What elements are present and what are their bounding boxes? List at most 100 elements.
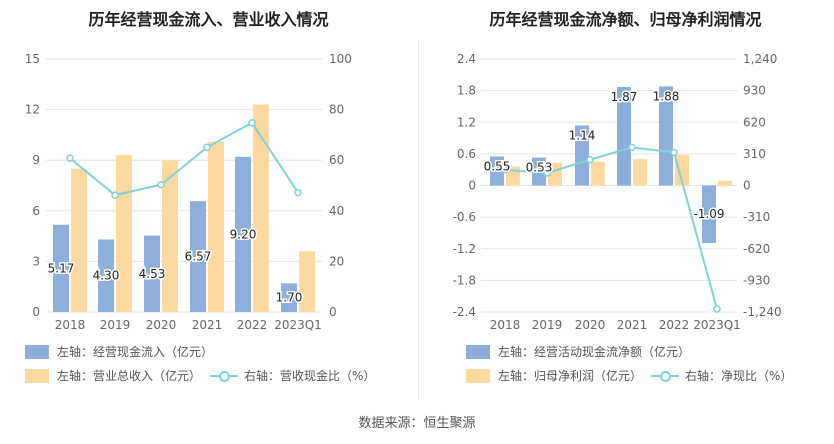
x-axis-tick-label: 2018 — [55, 318, 86, 332]
bar-net-profit — [633, 159, 647, 186]
bar-net-profit — [675, 154, 689, 186]
right-axis-tick-label: 80 — [329, 103, 344, 117]
bar-data-label: 0.53 — [526, 161, 553, 175]
legend-revenue-cash-ratio: 右轴：营收现金比（%） — [210, 367, 375, 384]
bar-data-label: 1.14 — [569, 128, 596, 142]
left-axis-tick-label: 6 — [32, 204, 40, 218]
x-axis-tick-label: 2018 — [490, 318, 521, 332]
left-chart-title: 历年经营现金流入、营业收入情况 — [88, 10, 329, 29]
bar-revenue — [116, 155, 132, 312]
x-axis-tick-label: 2022 — [237, 318, 268, 332]
right-axis-tick-label: 20 — [329, 254, 344, 268]
legend-swatch-blue — [25, 344, 49, 359]
bar-cash-inflow — [98, 239, 114, 312]
legend-swatch-blue — [466, 344, 490, 359]
right-axis-tick-label: 620 — [743, 115, 766, 129]
legend-revenue: 左轴：营业总收入（亿元） — [25, 367, 201, 384]
left-axis-tick-label: 0 — [468, 179, 476, 193]
left-axis-tick-label: 0 — [32, 305, 40, 319]
bar-data-label: 1.70 — [276, 291, 303, 305]
line-point — [586, 155, 594, 164]
line-point — [294, 188, 302, 197]
bar-net-cash-flow — [575, 125, 589, 186]
right-axis-tick-label: 100 — [329, 52, 352, 66]
x-axis-tick-label: 2023Q1 — [274, 318, 322, 332]
bar-revenue — [71, 168, 87, 312]
data-source: 数据来源：恒生聚源 — [358, 416, 476, 431]
line-point — [501, 166, 509, 174]
right-chart-title: 历年经营现金流净额、归母净利润情况 — [489, 10, 762, 29]
line-point — [543, 169, 551, 177]
bar-net-cash-flow — [617, 86, 631, 186]
legend-net-cash-flow: 左轴：经营活动现金流净额（亿元） — [466, 343, 690, 360]
bar-data-label: 5.17 — [48, 261, 75, 275]
left-axis-tick-label: 1.2 — [457, 115, 476, 129]
x-axis-tick-label: 2020 — [146, 318, 177, 332]
legend-cash-inflow: 左轴：经营现金流入（亿元） — [25, 343, 213, 360]
bar-revenue — [299, 251, 315, 312]
bar-cash-inflow — [144, 235, 160, 312]
x-axis-tick-label: 2021 — [192, 318, 223, 332]
bar-cash-inflow — [190, 201, 206, 312]
x-axis-tick-label: 2021 — [617, 318, 648, 332]
legend-label: 左轴：营业总收入（亿元） — [57, 369, 202, 383]
bar-net-profit — [591, 161, 605, 186]
bar-data-label: 4.53 — [139, 267, 166, 281]
legend-line-marker-icon — [651, 369, 679, 383]
bar-net-cash-flow — [659, 86, 673, 186]
line-point — [203, 143, 211, 152]
bar-revenue — [208, 141, 224, 312]
left-axis-tick-label: -1.2 — [453, 242, 476, 256]
bar-data-label: -1.09 — [693, 207, 724, 221]
left-axis-tick-label: 9 — [32, 153, 40, 167]
bar-data-label: 1.88 — [653, 89, 680, 103]
legend-swatch-orange — [466, 368, 490, 383]
bar-net-cash-flow — [490, 156, 504, 186]
right-axis-tick-label: -930 — [743, 273, 770, 287]
bar-cash-inflow — [235, 156, 251, 312]
right-axis-tick-label: 0 — [329, 305, 337, 319]
left-chart: 15 100 12 80 9 60 6 40 3 20 0 0 2018 2019 2020 2021 2022… — [25, 52, 352, 332]
left-axis-tick-label: 15 — [25, 52, 40, 66]
right-axis-tick-label: 310 — [743, 147, 766, 161]
bar-cash-inflow — [281, 283, 297, 312]
right-axis-tick-label: 40 — [329, 204, 344, 218]
x-axis-tick-label: 2022 — [659, 318, 690, 332]
left-axis-tick-label: 0.6 — [457, 147, 476, 161]
bar-data-label: 6.57 — [185, 250, 212, 264]
line-point — [670, 148, 678, 157]
bar-data-label: 4.30 — [93, 269, 120, 283]
line-point — [248, 119, 256, 127]
x-axis-tick-label: 2019 — [100, 318, 131, 332]
right-axis-tick-label: 0 — [743, 179, 751, 193]
panel-divider — [418, 40, 419, 400]
legend-label: 右轴：净现比（%） — [685, 369, 793, 383]
bar-revenue — [253, 104, 269, 312]
left-axis-tick-label: -2.4 — [453, 305, 476, 319]
bar-cash-inflow — [53, 224, 69, 312]
legend-label: 左轴：经营现金流入（亿元） — [57, 345, 214, 359]
x-axis-tick-label: 2020 — [575, 318, 606, 332]
legend-label: 左轴：归母净利润（亿元） — [498, 369, 643, 383]
bar-data-label: 0.55 — [484, 160, 511, 174]
legend-net-profit: 左轴：归母净利润（亿元） — [466, 367, 642, 384]
bar-data-label: 9.20 — [230, 227, 257, 241]
right-axis-tick-label: -620 — [743, 242, 770, 256]
right-axis-tick-label: 1,240 — [743, 52, 777, 66]
line-series — [504, 146, 718, 310]
line-series — [69, 121, 299, 197]
left-axis-tick-label: 1.8 — [457, 84, 476, 98]
bar-data-label: 1.87 — [611, 90, 638, 104]
right-axis-tick-label: -1,240 — [743, 305, 782, 319]
legend-line-marker-icon — [210, 369, 238, 383]
bar-revenue — [162, 160, 178, 312]
left-axis-tick-label: 12 — [25, 103, 40, 117]
left-axis-tick-label: -0.6 — [453, 210, 476, 224]
legend-label: 右轴：营收现金比（%） — [244, 369, 376, 383]
right-axis-tick-label: 60 — [329, 153, 344, 167]
right-axis-tick-label: 930 — [743, 84, 766, 98]
line-point — [628, 143, 636, 152]
right-axis-tick-label: -310 — [743, 210, 770, 224]
bar-net-profit — [718, 180, 732, 186]
bar-net-cash-flow — [702, 185, 716, 243]
